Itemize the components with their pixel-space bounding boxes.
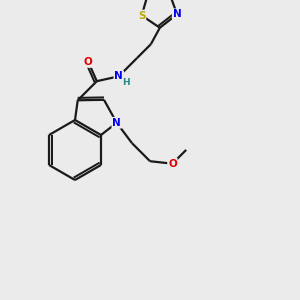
Text: O: O xyxy=(84,57,93,67)
Text: N: N xyxy=(114,71,123,81)
Text: H: H xyxy=(122,78,130,87)
Text: O: O xyxy=(168,159,177,169)
Text: N: N xyxy=(173,9,182,19)
Text: N: N xyxy=(112,118,121,128)
Text: S: S xyxy=(138,11,146,20)
